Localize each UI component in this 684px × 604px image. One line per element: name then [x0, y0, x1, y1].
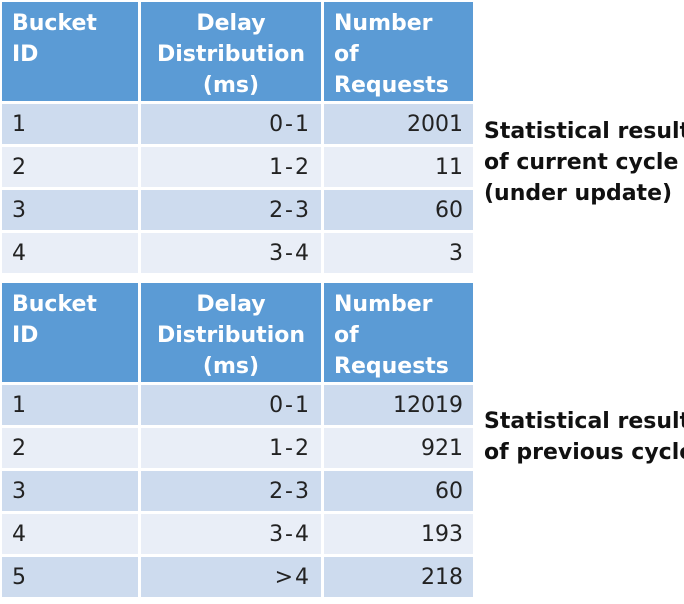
delay-range-cell: 3-4 [141, 233, 321, 273]
request-count-cell: 60 [324, 190, 473, 230]
table-row: 5 >4 218 [2, 557, 473, 597]
bucket-id-cell: 3 [2, 471, 138, 511]
request-count-cell: 193 [324, 514, 473, 554]
header-row: Bucket ID Delay Distribution (ms) Number o… [2, 2, 473, 101]
current-cycle-table: Bucket ID Delay Distribution (ms) Number o… [0, 0, 476, 276]
bucket-id-cell: 1 [2, 385, 138, 425]
label-line: Statistical results [484, 409, 684, 434]
header-bucket-id: Bucket ID [2, 2, 138, 101]
table-row: 3 2-3 60 [2, 471, 473, 511]
header-row: Bucket ID Delay Distribution (ms) Number o… [2, 283, 473, 382]
bucket-id-cell: 5 [2, 557, 138, 597]
table-row: 4 3-4 3 [2, 233, 473, 273]
delay-range-cell: 3-4 [141, 514, 321, 554]
header-bucket-id: Bucket ID [2, 283, 138, 382]
label-line: (under update) [484, 181, 673, 206]
delay-range-cell: >4 [141, 557, 321, 597]
header-number-of-requests: Number of Requests [324, 283, 473, 382]
bucket-id-cell: 2 [2, 428, 138, 468]
table-row: 1 0-1 12019 [2, 385, 473, 425]
bucket-id-cell: 4 [2, 233, 138, 273]
table-row: 1 0-1 2001 [2, 104, 473, 144]
bucket-id-cell: 4 [2, 514, 138, 554]
table-row: 2 1-2 921 [2, 428, 473, 468]
previous-cycle-label: Statistical results of previous cycle [484, 406, 684, 468]
delay-range-cell: 2-3 [141, 190, 321, 230]
header-number-of-requests: Number of Requests [324, 2, 473, 101]
table-row: 2 1-2 11 [2, 147, 473, 187]
table-row: 4 3-4 193 [2, 514, 473, 554]
request-count-cell: 921 [324, 428, 473, 468]
delay-range-cell: 1-2 [141, 428, 321, 468]
bucket-id-cell: 1 [2, 104, 138, 144]
previous-cycle-table: Bucket ID Delay Distribution (ms) Number o… [0, 280, 476, 600]
header-delay-distribution: Delay Distribution (ms) [141, 283, 321, 382]
table-row: 3 2-3 60 [2, 190, 473, 230]
delay-range-cell: 0-1 [141, 104, 321, 144]
label-line: of previous cycle [484, 440, 684, 465]
bucket-id-cell: 3 [2, 190, 138, 230]
delay-range-cell: 1-2 [141, 147, 321, 187]
bucket-id-cell: 2 [2, 147, 138, 187]
delay-range-cell: 2-3 [141, 471, 321, 511]
label-line: Statistical results [484, 119, 684, 144]
request-count-cell: 11 [324, 147, 473, 187]
label-line: of current cycle [484, 150, 679, 175]
request-count-cell: 60 [324, 471, 473, 511]
delay-range-cell: 0-1 [141, 385, 321, 425]
request-count-cell: 12019 [324, 385, 473, 425]
current-cycle-label: Statistical results of current cycle (un… [484, 116, 684, 209]
request-count-cell: 3 [324, 233, 473, 273]
header-delay-distribution: Delay Distribution (ms) [141, 2, 321, 101]
request-count-cell: 2001 [324, 104, 473, 144]
request-count-cell: 218 [324, 557, 473, 597]
